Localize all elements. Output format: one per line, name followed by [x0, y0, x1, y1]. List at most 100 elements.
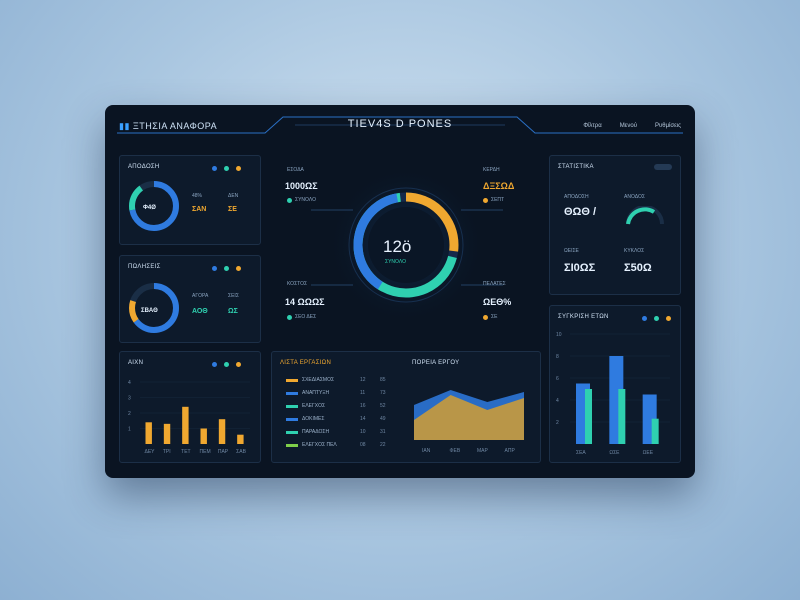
legend-dot-icon — [212, 166, 217, 171]
task-value-a: 14 — [360, 416, 366, 422]
kpi-ring-1 — [129, 181, 179, 231]
task-row[interactable]: ΔΟΚΙΜΕΣ 14 49 — [286, 415, 404, 425]
task-color-swatch — [286, 379, 298, 382]
task-color-swatch — [286, 405, 298, 408]
bar — [200, 428, 207, 444]
y-tick-label: 2 — [128, 411, 131, 417]
task-value-a: 11 — [360, 390, 366, 396]
compare-panel: ΣΥΓΚΡΙΣΗ ΕΤΩΝ 10 8 6 4 2 ΣΕΑ ΩΣΕ ΩΕΕ — [549, 305, 681, 463]
kpi-ring-2-value: ΣΒΑΘ — [141, 308, 158, 314]
kpi-2-value-b: ΩΣ — [228, 308, 238, 315]
task-color-swatch — [286, 444, 298, 447]
nav-item-filters[interactable]: Φίλτρα — [583, 123, 602, 129]
task-color-swatch — [286, 392, 298, 395]
nav-item-settings[interactable]: Ρυθμίσεις — [654, 123, 681, 129]
task-row[interactable]: ΣΧΕΔΙΑΣΜΟΣ 12 85 — [286, 376, 404, 386]
y-tick-label: 2 — [556, 420, 559, 426]
y-tick-label: 4 — [128, 380, 131, 386]
brand-text: ΞΤΗΣΙΑ ΑΝΑΦΟΡΑ — [132, 121, 218, 131]
status-dot-icon — [287, 315, 292, 320]
center-ring-chart — [311, 165, 503, 325]
weekly-bar-title: ΑΙΧΝ — [128, 360, 144, 366]
task-label: ΕΛΕΓΧΟΣ ΠΕΛ — [302, 442, 337, 448]
legend-dot-icon — [236, 362, 241, 367]
status-dot-icon — [483, 315, 488, 320]
kpi-ring-2 — [129, 283, 179, 333]
stat-card-3-label: ΩΕΙΣΕ — [564, 248, 579, 254]
area-series-1 — [414, 395, 524, 440]
y-tick-label: 3 — [128, 396, 131, 402]
kpi-1-legend-b: ΔΕΝ — [228, 193, 239, 199]
legend-dot-icon — [212, 362, 217, 367]
stat-gauge — [626, 206, 664, 225]
kpi-1-value-a: ΣΑΝ — [192, 206, 207, 213]
task-row[interactable]: ΕΛΕΓΧΟΣ ΠΕΛ 08 22 — [286, 441, 404, 451]
center-tl-sub: ΣΥΝΟΛΟ — [295, 197, 316, 203]
task-color-swatch — [286, 431, 298, 434]
stat-card-4-label: ΚΥΚΛΟΣ — [624, 248, 645, 254]
task-label: ΕΛΕΓΧΟΣ — [302, 403, 326, 409]
bar — [182, 406, 189, 444]
task-value-a: 16 — [360, 403, 366, 409]
stat-card-1-label: ΑΠΟΔΟΣΗ — [564, 194, 589, 200]
top-bar: ▮▮ ΞΤΗΣΙΑ ΑΝΑΦΟΡΑ TIEV4S D PONES Φίλτρα … — [105, 105, 695, 143]
legend-dot-icon — [224, 166, 229, 171]
status-dot-icon — [483, 198, 488, 203]
bar — [585, 389, 592, 444]
center-tr-value: ΔΞΣΩΔ — [483, 181, 515, 191]
task-value-a: 10 — [360, 429, 366, 435]
task-row[interactable]: ΑΝΑΠΤΥΞΗ 11 73 — [286, 389, 404, 399]
compare-bar-chart: 10 8 6 4 2 ΣΕΑ ΩΣΕ ΩΕΕ — [556, 332, 670, 456]
task-row[interactable]: ΕΛΕΓΧΟΣ 16 52 — [286, 402, 404, 412]
task-value-b: 73 — [380, 390, 386, 396]
stat-card-1-value: ΘΩΘ / — [564, 206, 597, 218]
center-ring-label: ΣΥΝΟΛΟ — [385, 259, 406, 265]
kpi-2-legend-a: ΑΓΟΡΑ — [192, 293, 209, 299]
task-row[interactable]: ΠΑΡΑΔΟΣΗ 10 31 — [286, 428, 404, 438]
kpi-ring-1-value: Φ4Ø — [143, 205, 156, 211]
weekly-bar-chart: 4 3 2 1 ΔΕΥ ΤΡΙ ΤΕΤ ΠΕΜ ΠΑΡ ΣΑΒ — [128, 380, 250, 455]
stats-toggle[interactable] — [654, 164, 672, 170]
legend-dot-icon — [642, 316, 647, 321]
legend-dot-icon — [224, 362, 229, 367]
center-br-sub: ΣΕ — [491, 314, 498, 320]
task-value-b: 52 — [380, 403, 386, 409]
kpi-panel-2: ΠΩΛΗΣΕΙΣ ΣΒΑΘ ΑΓΟΡΑ ΣΕΙΣ ΑΟΘ ΩΣ — [119, 255, 261, 343]
brand-logo: ▮▮ ΞΤΗΣΙΑ ΑΝΑΦΟΡΑ — [119, 121, 218, 131]
x-tick-label: ΤΡΙ — [163, 449, 171, 455]
task-value-b: 49 — [380, 416, 386, 422]
x-tick-label: ΠΕΜ — [200, 449, 211, 455]
center-bl-sub: ΣΕΟ ΔΕΣ — [295, 314, 317, 320]
task-label: ΣΧΕΔΙΑΣΜΟΣ — [302, 377, 335, 383]
stat-card-3-value: ΣΙ0ΩΣ — [564, 262, 596, 274]
kpi-panel-1: ΑΠΟΔΟΣΗ Φ4Ø 48% ΔΕΝ ΣΑΝ ΣΕ — [119, 155, 261, 245]
x-tick-label: ΑΠΡ — [505, 448, 516, 454]
x-tick-label: ΜΑΡ — [477, 448, 489, 454]
task-label: ΑΝΑΠΤΥΞΗ — [302, 390, 330, 396]
x-tick-label: ΩΕΕ — [643, 450, 654, 456]
center-tr-sub: ΣΕΠΤ — [491, 197, 505, 203]
center-br-value: ΩΕΘ% — [483, 297, 512, 307]
center-tl-label: ΕΣΟΔΑ — [287, 167, 304, 173]
kpi-1-value-b: ΣΕ — [228, 206, 237, 213]
center-ring-blue-arc — [353, 192, 459, 298]
stats-panel: ΣΤΑΤΙΣΤΙΚΑ ΑΠΟΔΟΣΗ ΘΩΘ / ΑΝΟΔΟΣ ΩΕΙΣΕ ΣΙ… — [549, 155, 681, 295]
legend-dot-icon — [224, 266, 229, 271]
kpi-1-legend-a: 48% — [192, 193, 203, 199]
bar — [237, 434, 244, 444]
compare-title: ΣΥΓΚΡΙΣΗ ΕΤΩΝ — [558, 314, 609, 320]
bar — [218, 419, 226, 444]
task-value-b: 85 — [380, 377, 386, 383]
center-tr-label: ΚΕΡΔΗ — [483, 167, 500, 173]
legend-dot-icon — [212, 266, 217, 271]
dashboard-window: ▮▮ ΞΤΗΣΙΑ ΑΝΑΦΟΡΑ TIEV4S D PONES Φίλτρα … — [105, 105, 695, 478]
top-nav: Φίλτρα Μενού Ρυθμίσεις — [583, 123, 681, 129]
y-tick-label: 1 — [128, 427, 131, 433]
tasks-title: ΛΙΣΤΑ ΕΡΓΑΣΙΩΝ — [280, 360, 332, 366]
x-tick-label: ΩΣΕ — [609, 450, 620, 456]
nav-item-menu[interactable]: Μενού — [619, 123, 637, 129]
stat-card-4-value: Σ50Ω — [624, 262, 652, 274]
kpi-2-legend-b: ΣΕΙΣ — [228, 293, 239, 299]
y-tick-label: 4 — [556, 398, 559, 404]
stats-panel-title: ΣΤΑΤΙΣΤΙΚΑ — [558, 164, 594, 170]
